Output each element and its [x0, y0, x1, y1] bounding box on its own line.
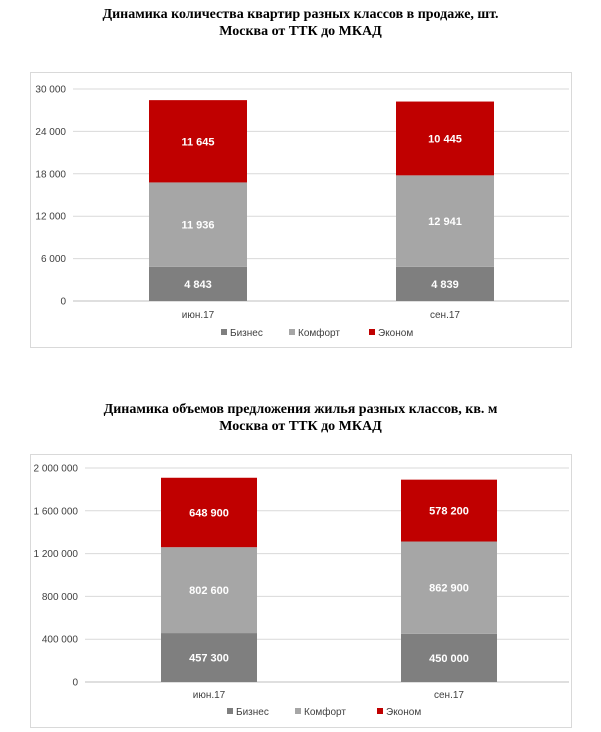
legend-swatch [295, 708, 301, 714]
legend-swatch [227, 708, 233, 714]
y-tick-label: 12 000 [35, 212, 66, 223]
bar-segment-Бизнес [396, 266, 494, 301]
bar-segment-Комфорт [401, 541, 497, 634]
legend-swatch [377, 708, 383, 714]
y-tick-label: 30 000 [35, 85, 66, 96]
legend-swatch [221, 329, 227, 335]
data-label: 11 936 [181, 220, 214, 232]
data-label: 12 941 [428, 216, 462, 228]
y-tick-label: 1 200 000 [34, 549, 79, 560]
data-label: 457 300 [189, 653, 229, 665]
chart-2-title-line2: Москва от ТТК до МКАД [219, 419, 382, 434]
y-tick-label: 1 600 000 [34, 506, 79, 517]
data-label: 862 900 [429, 583, 469, 595]
chart-1-svg: 0 6 000 12 000 18 000 24 000 30 000 4 843 11 93… [35, 85, 569, 339]
legend-label: Эконом [378, 328, 413, 339]
y-tick-label: 0 [60, 297, 66, 308]
bar-segment-Бизнес [149, 266, 247, 301]
chart-2-frame: 0 400 000 800 000 1 200 000 1 600 000 2 000 0… [30, 454, 572, 728]
legend-swatch [369, 329, 375, 335]
y-tick-label: 18 000 [35, 169, 66, 180]
data-label: 450 000 [429, 653, 469, 665]
bar-segment-Эконом [161, 477, 257, 548]
data-label: 10 445 [428, 133, 462, 145]
data-label: 648 900 [189, 507, 229, 519]
bar-segment-Комфорт [149, 182, 247, 267]
chart-1-frame: 0 6 000 12 000 18 000 24 000 30 000 4 843 11 93… [30, 72, 572, 348]
chart-1-title-line1: Динамика количества квартир разных класс… [102, 7, 499, 22]
data-label: 11 645 [181, 136, 214, 148]
legend-swatch [289, 329, 295, 335]
chart-2-title-line1: Динамика объемов предложения жилья разны… [103, 402, 498, 417]
y-tick-label: 6 000 [41, 254, 66, 265]
legend-label: Комфорт [304, 706, 346, 718]
bar-segment-Комфорт [161, 547, 257, 634]
chart-2-title: Динамика объемов предложения жилья разны… [0, 401, 601, 435]
bar-segment-Комфорт [396, 175, 494, 267]
bar-segment-Бизнес [401, 633, 497, 682]
y-tick-label: 24 000 [35, 127, 66, 138]
data-label: 802 600 [189, 585, 229, 597]
legend-label: Бизнес [230, 328, 263, 339]
x-tick-label: июн.17 [193, 690, 226, 701]
bar-segment-Бизнес [161, 633, 257, 682]
y-tick-label: 400 000 [42, 635, 79, 646]
data-label: 4 839 [431, 279, 459, 291]
legend-label: Бизнес [236, 707, 269, 718]
y-tick-label: 800 000 [42, 592, 79, 603]
chart-1-title: Динамика количества квартир разных класс… [0, 6, 601, 40]
legend-label: Эконом [386, 707, 421, 718]
bar-segment-Эконом [149, 100, 247, 183]
x-tick-label: сен.17 [430, 310, 460, 321]
x-tick-label: сен.17 [434, 690, 464, 701]
legend-label: Комфорт [298, 327, 340, 339]
chart-2-svg: 0 400 000 800 000 1 200 000 1 600 000 2 000 0… [34, 464, 569, 718]
chart-1-title-line2: Москва от ТТК до МКАД [219, 24, 382, 39]
y-tick-label: 0 [72, 678, 78, 689]
x-tick-label: июн.17 [182, 310, 215, 321]
data-label: 4 843 [184, 279, 212, 291]
bar-segment-Эконом [401, 479, 497, 542]
bar-segment-Эконом [396, 101, 494, 176]
y-tick-label: 2 000 000 [34, 464, 79, 475]
data-label: 578 200 [429, 506, 469, 518]
